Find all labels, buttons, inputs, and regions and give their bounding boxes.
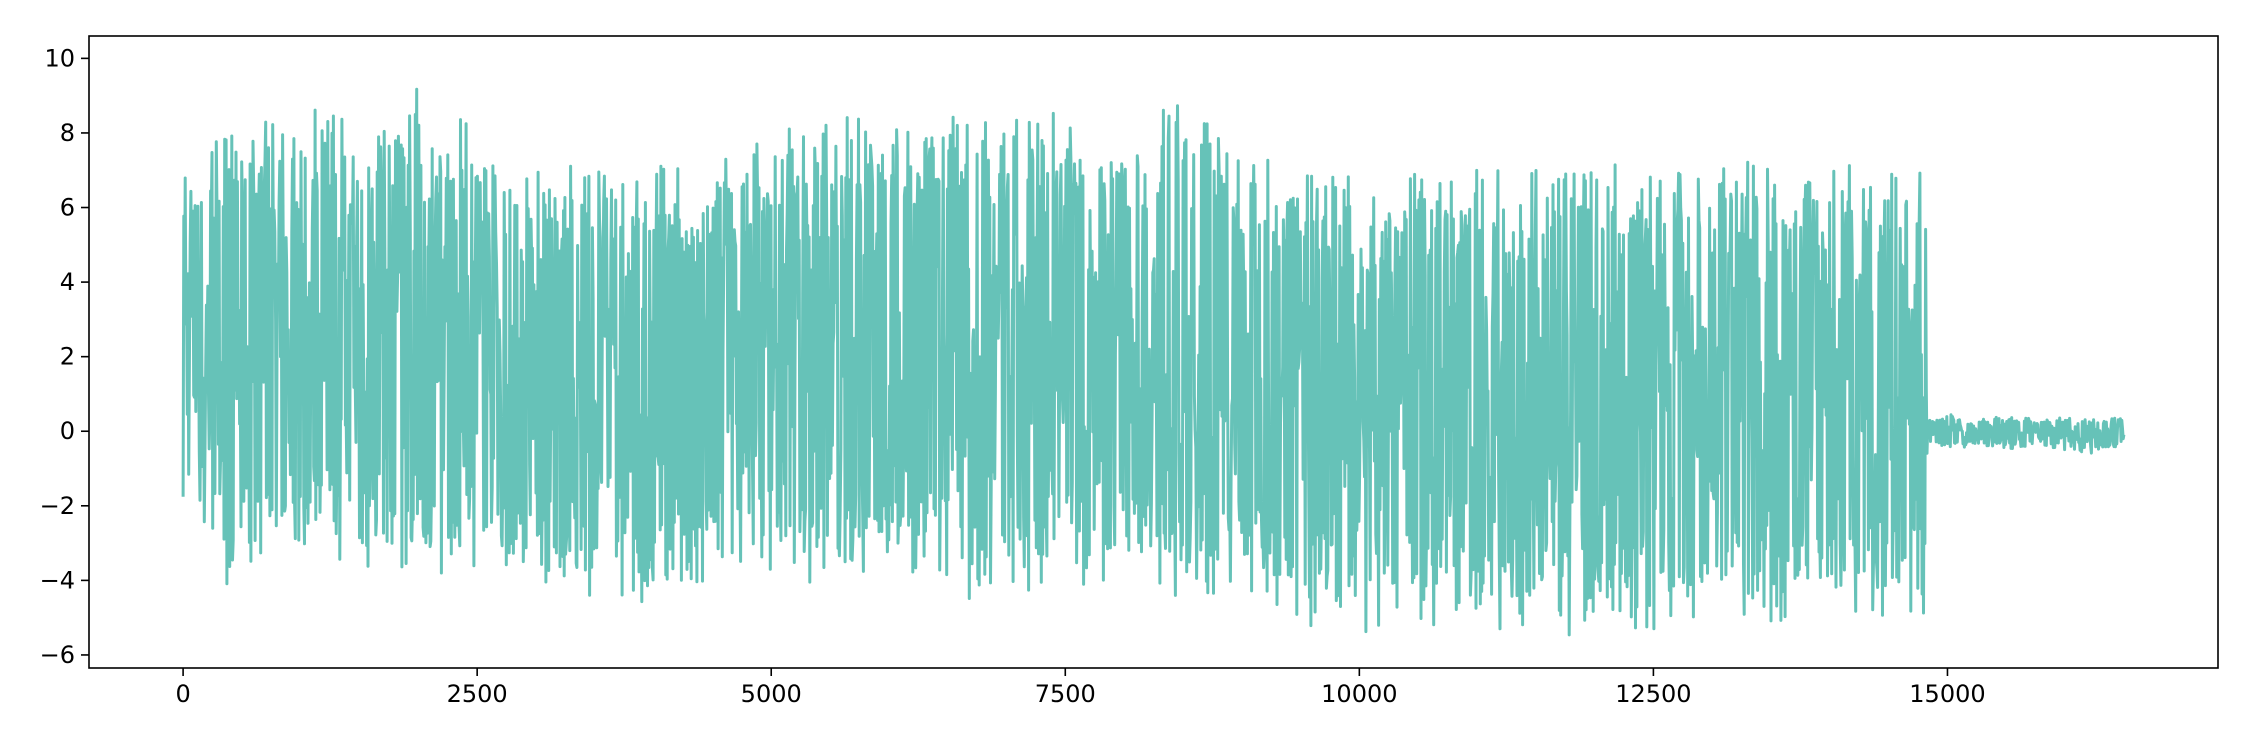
plot-frame [88,35,2219,669]
y-tick-label: 8 [60,119,75,147]
x-tick-label: 2500 [447,680,508,708]
series-layer [181,87,2126,637]
x-tick-label: 5000 [741,680,802,708]
x-axis: 0 2500 5000 7500 10000 12500 15000 [175,668,1986,708]
x-tick-label: 0 [175,680,190,708]
y-tick-label: −4 [40,566,75,594]
x-tick-label: 10000 [1321,680,1397,708]
x-tick-label: 15000 [1909,680,1985,708]
y-tick-label: 4 [60,268,75,296]
y-tick-label: 6 [60,194,75,222]
x-tick-label: 12500 [1615,680,1691,708]
y-tick-label: 10 [44,44,75,72]
y-tick-label: −6 [40,641,75,669]
y-tick-label: 2 [60,343,75,371]
y-tick-label: 0 [60,417,75,445]
series-line [181,87,2126,637]
x-tick-label: 7500 [1035,680,1096,708]
y-axis: −6 −4 −2 0 2 4 6 8 10 [40,44,89,669]
y-tick-label: −2 [40,492,75,520]
